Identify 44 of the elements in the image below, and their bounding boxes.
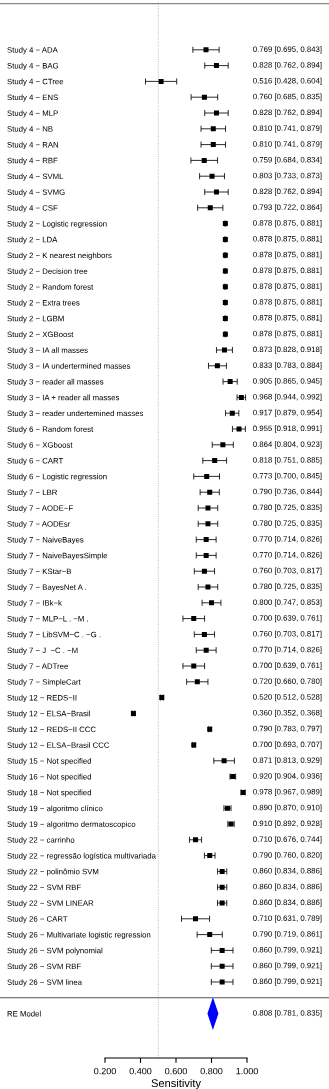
point — [219, 947, 225, 953]
point — [221, 758, 227, 764]
point — [210, 126, 216, 132]
point — [203, 47, 209, 53]
point — [210, 142, 216, 148]
point — [207, 205, 213, 211]
point — [201, 568, 207, 574]
point — [201, 631, 207, 637]
point — [191, 616, 197, 622]
point — [204, 473, 210, 479]
point — [201, 157, 207, 163]
point — [201, 94, 207, 100]
point — [227, 379, 233, 385]
point — [220, 442, 226, 448]
point — [193, 837, 199, 843]
x-tick-label: 0.400 — [129, 1067, 152, 1075]
point — [205, 521, 211, 527]
point — [208, 600, 215, 606]
x-tick-label: 1.000 — [236, 1067, 258, 1075]
point — [213, 189, 219, 195]
point — [229, 410, 235, 416]
point — [194, 679, 200, 685]
point — [207, 489, 213, 495]
point — [207, 932, 213, 938]
point — [219, 963, 225, 969]
x-tick-label: 0.800 — [200, 1067, 223, 1075]
point — [203, 537, 209, 543]
point — [203, 647, 209, 653]
point — [205, 584, 211, 590]
point — [221, 347, 227, 353]
x-tick-label: 0.600 — [165, 1067, 187, 1075]
point — [158, 78, 164, 84]
x-tick-label: 0.200 — [94, 1067, 116, 1075]
point — [203, 552, 209, 558]
point — [236, 426, 242, 432]
point — [219, 979, 225, 985]
point — [214, 363, 220, 369]
x-axis-title: Sensitivity — [151, 1078, 201, 1089]
point — [213, 63, 219, 69]
point — [191, 663, 197, 669]
point — [212, 458, 218, 464]
point — [209, 173, 215, 179]
point — [193, 916, 199, 922]
point — [213, 110, 219, 116]
